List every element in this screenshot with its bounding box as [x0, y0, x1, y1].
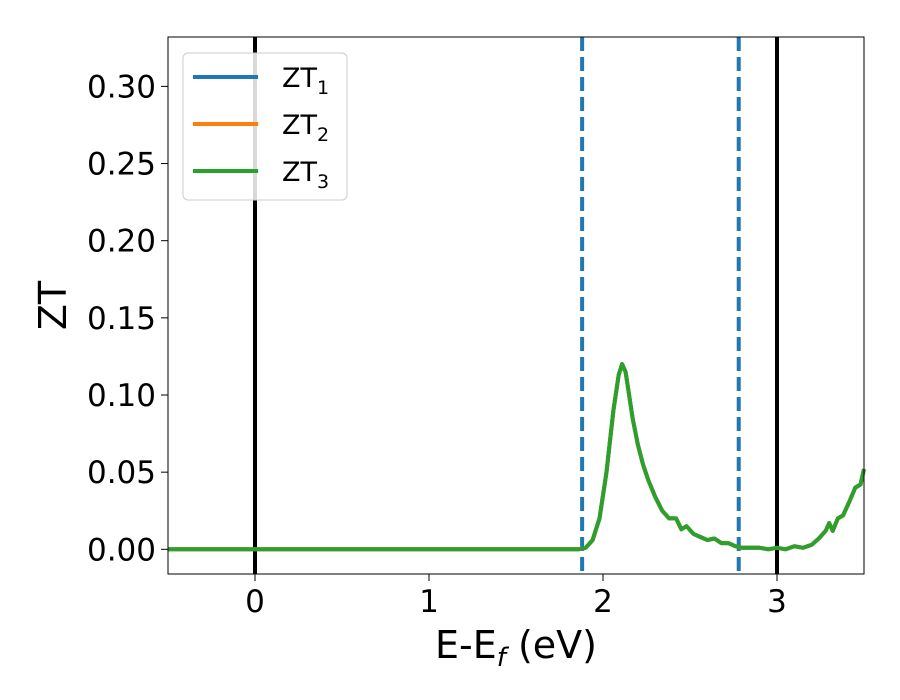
x-tick-label: 2: [593, 584, 613, 620]
y-tick-label: 0.05: [87, 455, 156, 491]
y-tick-label: 0.20: [87, 224, 156, 260]
y-tick-label: 0.15: [87, 301, 156, 337]
legend-label-zt3: ZT3: [282, 157, 329, 193]
x-axis-label-unit: (eV): [506, 623, 597, 667]
y-tick-label: 0.25: [87, 147, 156, 183]
y-tick-label: 0.10: [87, 378, 156, 414]
y-axis-label: ZT: [31, 280, 75, 330]
x-axis-label-main: E-E: [435, 623, 497, 667]
x-tick-label: 0: [245, 584, 265, 620]
y-tick-label: 0.00: [87, 532, 156, 568]
x-tick-label: 3: [767, 584, 787, 620]
legend: ZT1 ZT2 ZT3: [182, 52, 348, 201]
series-line-zt3: [168, 362, 866, 552]
legend-label-zt1: ZT1: [282, 63, 329, 99]
y-ticks: 0.00 0.05 0.10 0.15 0.20 0.25 0.30: [87, 69, 168, 568]
x-tick-label: 1: [419, 584, 439, 620]
x-ticks: 0 1 2 3: [245, 574, 787, 620]
legend-box: [182, 52, 348, 201]
axes-frame: [167, 36, 865, 575]
y-tick-label: 0.30: [87, 69, 156, 105]
legend-label-zt2: ZT2: [282, 110, 329, 146]
series-lines: [168, 362, 866, 552]
x-axis-label: E-Ef (eV): [435, 623, 597, 673]
